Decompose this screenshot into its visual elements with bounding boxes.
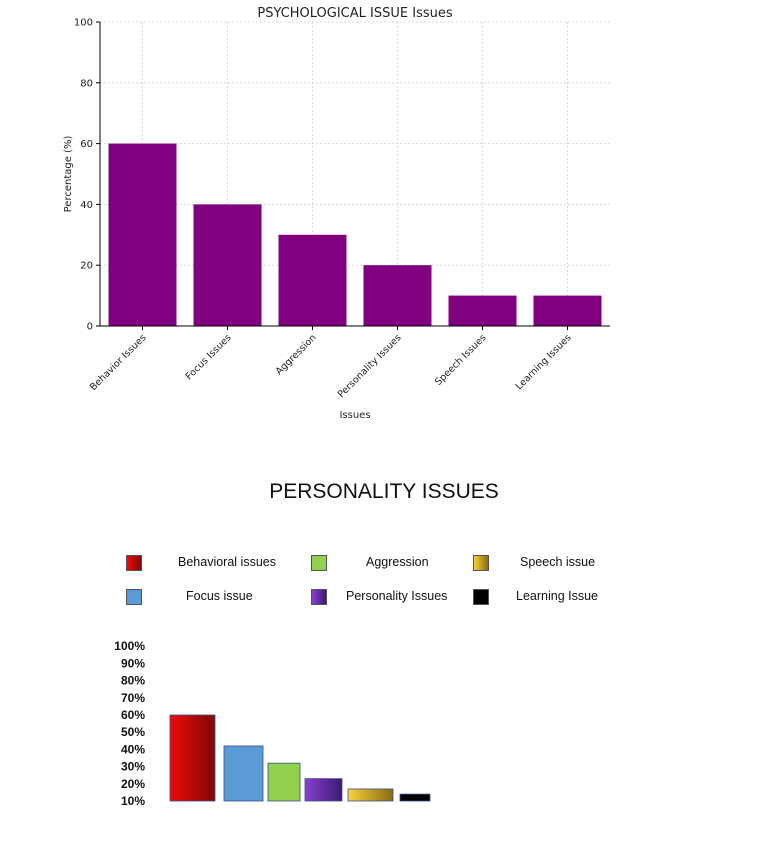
legend-swatch — [311, 555, 327, 571]
legend-label: Learning Issue — [516, 589, 599, 603]
legend-label: Personality Issues — [346, 589, 448, 603]
y-axis-label: Percentage (%) — [63, 136, 74, 213]
bar-behavior-issues — [108, 143, 177, 326]
x-tick-label: Learning Issues — [514, 332, 574, 392]
bar-chart-personality-issues: 10% 20% 30% 40% 50% 60% 70% 80% 90% 100% — [114, 639, 431, 808]
y-tick-label: 20% — [121, 777, 145, 791]
bar-learning-issues — [533, 295, 602, 326]
chart-title: PSYCHOLOGICAL ISSUE Issues — [257, 6, 452, 21]
bar-focus-issue — [223, 745, 264, 802]
bar-behavioral-issues — [169, 714, 216, 802]
bar-aggression — [278, 234, 347, 326]
y-tick-label: 10% — [121, 794, 145, 808]
bar-personality-issues — [363, 265, 432, 326]
bar-focus-issues — [193, 204, 262, 326]
y-tick-label: 80 — [80, 78, 93, 89]
y-tick-label: 80% — [121, 674, 145, 688]
y-tick-label: 100 — [74, 18, 93, 29]
y-tick-label: 40 — [80, 200, 93, 211]
legend-label: Aggression — [366, 555, 429, 569]
y-tick-label: 60 — [80, 139, 93, 150]
legend-label: Focus issue — [186, 589, 253, 603]
bar-chart-psychological-issues: 0 20 40 60 80 100 Behavior Issues Focus Issues… — [63, 6, 610, 421]
x-tick-label: Speech Issues — [433, 332, 489, 388]
bar-aggression — [267, 762, 301, 802]
legend-swatch — [311, 589, 327, 605]
y-tick-label: 20 — [80, 261, 93, 272]
legend-swatch — [126, 589, 142, 605]
y-tick-label: 40% — [121, 742, 145, 756]
legend-swatch — [473, 555, 489, 571]
legend-swatch — [126, 555, 142, 571]
x-tick-label: Aggression — [274, 332, 319, 377]
x-tick-label: Focus Issues — [184, 332, 234, 382]
personality-chart-title: PERSONALITY ISSUES — [269, 480, 499, 503]
y-tick-label: 50% — [121, 725, 145, 739]
y-tick-label: 70% — [121, 691, 145, 705]
y-tick-label: 0 — [87, 322, 93, 333]
bar-learning-issue — [399, 793, 431, 802]
legend-swatch — [473, 589, 489, 605]
y-tick-label: 100% — [114, 639, 145, 653]
legend-label: Behavioral issues — [178, 555, 276, 569]
bar-speech-issues — [448, 295, 517, 326]
y-tick-label: 60% — [121, 708, 145, 722]
bar-personality-issues — [304, 778, 343, 802]
bar-speech-issue — [347, 788, 394, 802]
y-tick-label: 90% — [121, 656, 145, 670]
y-tick-label: 30% — [121, 760, 145, 774]
x-axis-label: Issues — [339, 410, 370, 421]
x-tick-label: Personality Issues — [336, 332, 404, 400]
legend-label: Speech issue — [520, 555, 596, 569]
x-tick-label: Behavior Issues — [88, 332, 149, 393]
